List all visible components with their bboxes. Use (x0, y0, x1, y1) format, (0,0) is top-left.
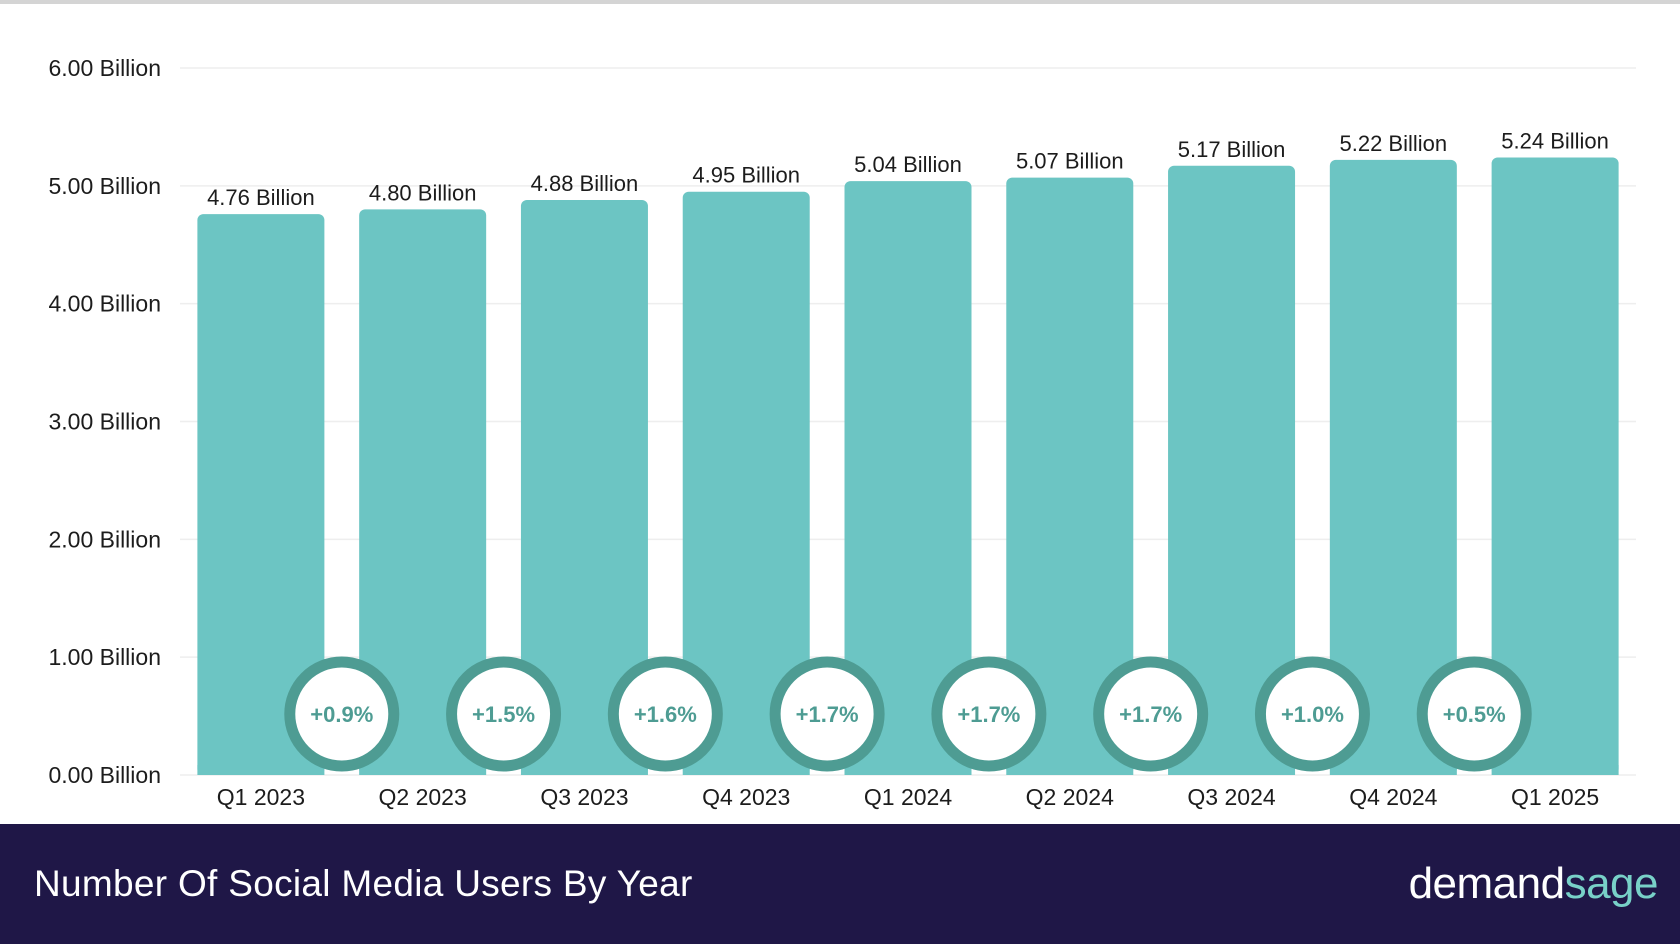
growth-badge (1093, 656, 1209, 772)
bar-value-label: 4.88 Billion (531, 171, 639, 196)
y-tick-label: 0.00 Billion (48, 762, 161, 788)
bar (1491, 157, 1619, 775)
growth-badge (769, 656, 885, 772)
bar-value-label: 5.07 Billion (1016, 149, 1124, 174)
growth-badge (284, 656, 400, 772)
y-tick-label: 2.00 Billion (48, 526, 161, 552)
bar-base (1006, 765, 1134, 775)
x-tick-label: Q1 2023 (217, 784, 305, 810)
x-tick-label: Q2 2023 (379, 784, 467, 810)
x-axis-ticks: Q1 2023 Q2 2023 Q3 2023 Q4 2023 Q1 2024 Q2 20… (217, 784, 1599, 810)
growth-badge-label: +1.7% (957, 702, 1020, 727)
growth-badge-label: +1.0% (1281, 702, 1344, 727)
growth-badge-label: +1.6% (634, 702, 697, 727)
bar-base (1329, 765, 1457, 775)
bar-base (520, 765, 648, 775)
growth-badge-label: +0.9% (310, 702, 373, 727)
bar-value-label: 5.04 Billion (854, 152, 962, 177)
demandsage-logo: demandsage (1408, 859, 1659, 909)
bar-base (844, 765, 972, 775)
bar-value-label: 5.24 Billion (1501, 129, 1609, 154)
bar-value-label: 4.80 Billion (369, 180, 477, 205)
bar (1168, 165, 1296, 776)
bar-base (1168, 765, 1296, 775)
bar-value-label: 4.76 Billion (207, 185, 315, 210)
bar (1006, 177, 1134, 775)
x-tick-label: Q3 2024 (1187, 784, 1275, 810)
y-axis-ticks: 0.00 Billion 1.00 Billion 2.00 Billion 3.00… (48, 55, 161, 788)
bar (1329, 159, 1457, 775)
growth-badge-label: +1.7% (796, 702, 859, 727)
x-tick-label: Q4 2023 (702, 784, 790, 810)
growth-badge (446, 656, 562, 772)
footer-banner: Number Of Social Media Users By Year dem… (0, 824, 1680, 944)
chart-area: 0.00 Billion 1.00 Billion 2.00 Billion 3.00… (48, 55, 1636, 810)
x-tick-label: Q3 2023 (540, 784, 628, 810)
logo-text-demand: demand (1408, 859, 1566, 908)
growth-badge-label: +1.5% (472, 702, 535, 727)
growth-badge (1254, 656, 1370, 772)
x-tick-label: Q4 2024 (1349, 784, 1437, 810)
bar-value-label: 5.17 Billion (1178, 137, 1286, 162)
growth-badge (931, 656, 1047, 772)
y-tick-label: 1.00 Billion (48, 644, 161, 670)
y-tick-label: 6.00 Billion (48, 55, 161, 81)
growth-badge (607, 656, 723, 772)
bar-base (1491, 765, 1619, 775)
x-tick-label: Q1 2024 (864, 784, 952, 810)
value-labels: 4.76 Billion 4.80 Billion 4.88 Billion 4.95… (207, 129, 1609, 211)
y-tick-label: 4.00 Billion (48, 291, 161, 317)
bars (197, 157, 1619, 776)
bar (197, 214, 325, 775)
bar-base (359, 765, 487, 775)
y-tick-label: 3.00 Billion (48, 409, 161, 435)
bar (359, 209, 487, 775)
bar-value-label: 4.95 Billion (692, 163, 800, 188)
x-tick-label: Q1 2025 (1511, 784, 1599, 810)
bar (682, 191, 810, 776)
bar-base (197, 765, 325, 775)
y-tick-label: 5.00 Billion (48, 173, 161, 199)
bar-chart: 0.00 Billion 1.00 Billion 2.00 Billion 3.00… (48, 55, 1636, 810)
growth-badge-label: +1.7% (1119, 702, 1182, 727)
growth-badge-label: +0.5% (1443, 702, 1506, 727)
chart-title: Number Of Social Media Users By Year (34, 863, 693, 904)
bar-base (682, 765, 810, 775)
top-border (0, 0, 1680, 4)
logo-text-sage: sage (1564, 859, 1659, 908)
bar-value-label: 5.22 Billion (1340, 131, 1448, 156)
growth-badges: +0.9% +1.5% +1.6% +1.7% +1.7% +1.7% +1.0% +0.5% (284, 656, 1532, 772)
growth-badge (1416, 656, 1532, 772)
bar (844, 181, 972, 775)
x-tick-label: Q2 2024 (1026, 784, 1114, 810)
bar (520, 199, 648, 775)
